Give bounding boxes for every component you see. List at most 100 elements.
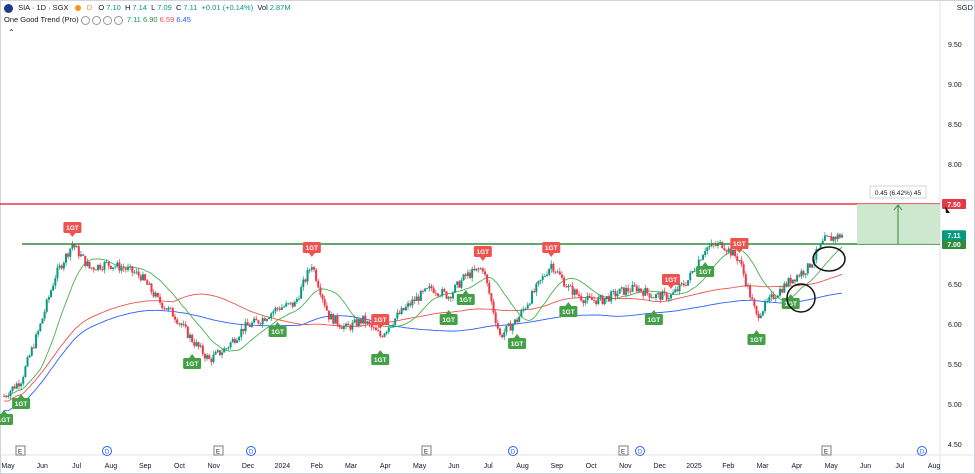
candle-body: [77, 246, 80, 257]
event-label: D: [511, 450, 516, 456]
signal-pointer: [18, 394, 25, 398]
candle-body: [45, 299, 48, 312]
candle-body: [511, 324, 514, 331]
candle-body: [236, 340, 239, 343]
event-label: E: [18, 450, 22, 456]
candle-body: [841, 235, 843, 238]
candle-body: [321, 294, 324, 299]
candle-body: [197, 342, 200, 347]
candle-body: [122, 267, 125, 269]
candle-body: [436, 293, 439, 296]
x-tick-label: 2025: [686, 463, 702, 470]
candle-body: [3, 396, 5, 397]
candle-body: [616, 293, 619, 297]
indicator-visibility-icon[interactable]: [80, 15, 90, 25]
candle-body: [665, 292, 668, 300]
candle-body: [79, 254, 82, 257]
x-tick-label: Dec: [242, 463, 255, 470]
candle-body: [308, 269, 311, 271]
buy-signal: 1GT: [508, 334, 527, 349]
candle-body: [819, 243, 822, 249]
candle-body: [426, 288, 429, 289]
candle-body: [475, 268, 478, 271]
signal-label: 1GT: [66, 225, 79, 232]
candle-body: [661, 291, 664, 300]
candle-body: [218, 350, 221, 355]
candle-body: [783, 283, 786, 293]
indicator-source-icon[interactable]: [102, 15, 112, 25]
candle-body: [97, 264, 100, 270]
indicator-more-icon[interactable]: [113, 15, 123, 25]
candle-body: [513, 319, 516, 325]
candle-body: [539, 279, 542, 282]
signal-label: 1GT: [271, 329, 284, 336]
indicator-name[interactable]: One Good Trend (Pro): [4, 15, 79, 24]
x-tick-label: Jun: [37, 463, 48, 470]
candle-body: [441, 289, 444, 296]
y-tick-label: 6.00: [948, 322, 962, 329]
x-tick-label: 2024: [275, 463, 291, 470]
candle-body: [357, 319, 360, 327]
candle-body: [798, 275, 801, 277]
candle-body: [374, 327, 377, 331]
candle-body: [144, 274, 147, 281]
buy-signal: 1GT: [644, 310, 663, 325]
candle-body: [330, 313, 333, 320]
signal-label: 1GT: [545, 245, 558, 252]
candle-body: [300, 287, 303, 299]
candle-body: [830, 236, 833, 241]
candle-body: [126, 267, 129, 270]
candle-body: [719, 241, 722, 244]
candle-body: [69, 248, 72, 257]
x-tick-label: May: [413, 463, 427, 470]
currency-label[interactable]: SGD: [956, 3, 973, 12]
buy-signal: 1GT: [559, 302, 578, 317]
x-tick-label: Oct: [174, 463, 185, 470]
candle-body: [50, 290, 53, 298]
candle-body: [738, 260, 741, 261]
candle-body: [43, 311, 46, 319]
candle-body: [203, 354, 206, 359]
candle-body: [287, 303, 290, 305]
candle-body: [368, 321, 371, 325]
candle-body: [131, 266, 134, 273]
candle-body: [498, 328, 501, 335]
level-price-tag: [942, 239, 966, 249]
candle-body: [528, 303, 531, 305]
collapse-chevron-icon[interactable]: ⌃: [8, 28, 15, 37]
candle-body: [687, 280, 690, 286]
candle-body: [278, 308, 281, 310]
buy-signal: 1GT: [12, 394, 31, 409]
candle-body: [684, 285, 687, 287]
candle-body: [334, 315, 337, 324]
candle-body: [776, 295, 779, 298]
candle-body: [657, 293, 660, 295]
candle-body: [15, 383, 18, 389]
x-tick-label: Oct: [586, 463, 597, 470]
signal-label: 1GT: [511, 341, 524, 348]
indicator-settings-icon[interactable]: [91, 15, 101, 25]
candle-body: [428, 286, 431, 289]
candle-body: [622, 287, 625, 295]
candle-body: [105, 261, 108, 263]
level-price-tag: [942, 199, 966, 209]
candle-body: [355, 319, 358, 327]
candle-body: [787, 278, 790, 287]
candle-body: [372, 327, 375, 329]
candle-body: [501, 334, 504, 338]
sell-signal: 1GT: [661, 274, 680, 289]
candle-body: [84, 255, 87, 267]
candle-body: [302, 279, 305, 288]
candle-body: [509, 323, 512, 331]
dividend-event-icon: [102, 446, 112, 456]
candle-body: [477, 268, 480, 270]
highlight-circle: [812, 246, 846, 272]
candle-body: [584, 300, 587, 304]
signal-pointer: [308, 253, 315, 257]
candle-body: [768, 296, 771, 302]
symbol-title[interactable]: SIA · 1D · SGX: [18, 3, 69, 12]
candles-group: [3, 232, 843, 400]
candle-body: [107, 261, 110, 266]
candle-body: [746, 285, 749, 286]
